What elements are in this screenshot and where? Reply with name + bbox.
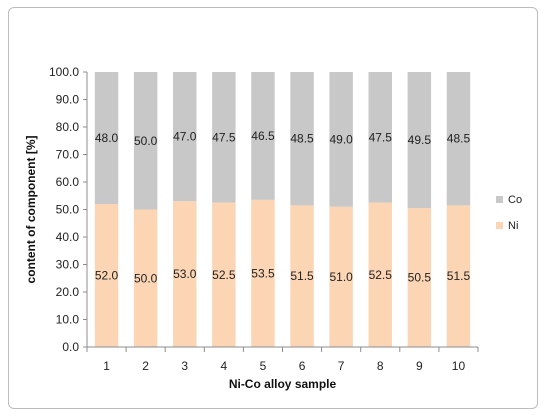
- legend-label-ni: Ni: [508, 220, 518, 232]
- data-label-ni-6: 51.5: [290, 269, 314, 283]
- x-tick-label: 4: [221, 359, 228, 373]
- data-label-co-9: 49.5: [408, 133, 432, 147]
- bar-ni-8: [368, 202, 392, 348]
- data-label-co-3: 47.0: [173, 130, 197, 144]
- data-label-ni-7: 51.0: [329, 270, 353, 284]
- bar-ni-1: [94, 204, 119, 347]
- bar-co-1: [94, 72, 119, 204]
- data-label-ni-1: 52.0: [95, 269, 119, 283]
- x-tick-label: 3: [181, 359, 188, 373]
- data-label-ni-3: 53.0: [173, 267, 197, 281]
- data-label-co-6: 48.5: [290, 132, 314, 146]
- axes-layer: 0.0 10.0 20.0 30.0 40.0 50.0 60.0 70.0 80.0 90.0 1…: [49, 65, 479, 373]
- data-label-co-8: 47.5: [369, 130, 393, 144]
- y-tick-label: 30.0: [56, 258, 80, 272]
- y-tick-label: 100.0: [49, 65, 79, 79]
- data-label-ni-5: 53.5: [251, 266, 275, 280]
- bar-ni-9: [407, 208, 432, 348]
- bar-ni-7: [329, 206, 353, 347]
- legend-label-co: Co: [508, 194, 522, 206]
- data-label-co-5: 46.5: [251, 129, 275, 143]
- x-tick-label: 1: [103, 359, 110, 373]
- data-label-ni-10: 51.5: [447, 269, 471, 283]
- data-label-co-1: 48.0: [95, 131, 119, 145]
- x-axis-title: Ni-Co alloy sample: [229, 377, 337, 391]
- bar-co-6: [290, 72, 314, 206]
- bar-ni-3: [173, 201, 197, 347]
- x-tick-label: 7: [338, 359, 345, 373]
- bars-layer: 52.0 48.0 50.0 50.0 53.0 47.0 52.5 47.5 53.5 46.5…: [94, 72, 471, 348]
- data-label-co-2: 50.0: [134, 134, 158, 148]
- bar-co-4: [212, 72, 236, 203]
- bar-co-10: [446, 72, 471, 206]
- y-axis-title: content of component [%]: [24, 136, 38, 284]
- data-label-co-4: 47.5: [212, 130, 236, 144]
- bar-co-7: [329, 72, 353, 207]
- y-tick-label: 10.0: [56, 313, 80, 327]
- data-label-co-10: 48.5: [447, 132, 471, 146]
- bar-ni-10: [446, 205, 471, 348]
- data-label-ni-2: 50.0: [134, 271, 158, 285]
- bar-ni-5: [251, 199, 275, 348]
- bar-ni-6: [290, 205, 314, 348]
- data-label-ni-9: 50.5: [408, 271, 432, 285]
- y-tick-label: 50.0: [56, 203, 80, 217]
- bar-ni-4: [212, 202, 236, 348]
- data-label-co-7: 49.0: [329, 132, 353, 146]
- data-label-ni-8: 52.5: [369, 268, 393, 282]
- x-tick-label: 10: [452, 359, 466, 373]
- legend-swatch-co: [496, 196, 503, 203]
- bar-co-2: [133, 72, 158, 210]
- legend: Co Ni: [496, 194, 522, 232]
- y-tick-label: 70.0: [56, 148, 80, 162]
- x-tick-label: 6: [299, 359, 306, 373]
- x-tick-label: 5: [260, 359, 267, 373]
- legend-swatch-ni: [496, 222, 503, 229]
- bar-ni-2: [133, 209, 158, 347]
- y-tick-label: 40.0: [56, 230, 80, 244]
- bar-co-5: [251, 72, 275, 200]
- bar-co-8: [368, 72, 392, 203]
- data-label-ni-4: 52.5: [212, 268, 236, 282]
- x-tick-label: 9: [416, 359, 423, 373]
- y-tick-label: 80.0: [56, 120, 80, 134]
- bar-co-9: [407, 72, 432, 209]
- y-tick-label: 20.0: [56, 285, 80, 299]
- y-tick-label: 0.0: [62, 340, 79, 354]
- x-tick-label: 8: [377, 359, 384, 373]
- y-tick-label: 90.0: [56, 93, 80, 107]
- bar-co-3: [173, 72, 197, 202]
- y-tick-label: 60.0: [56, 175, 80, 189]
- x-tick-label: 2: [142, 359, 149, 373]
